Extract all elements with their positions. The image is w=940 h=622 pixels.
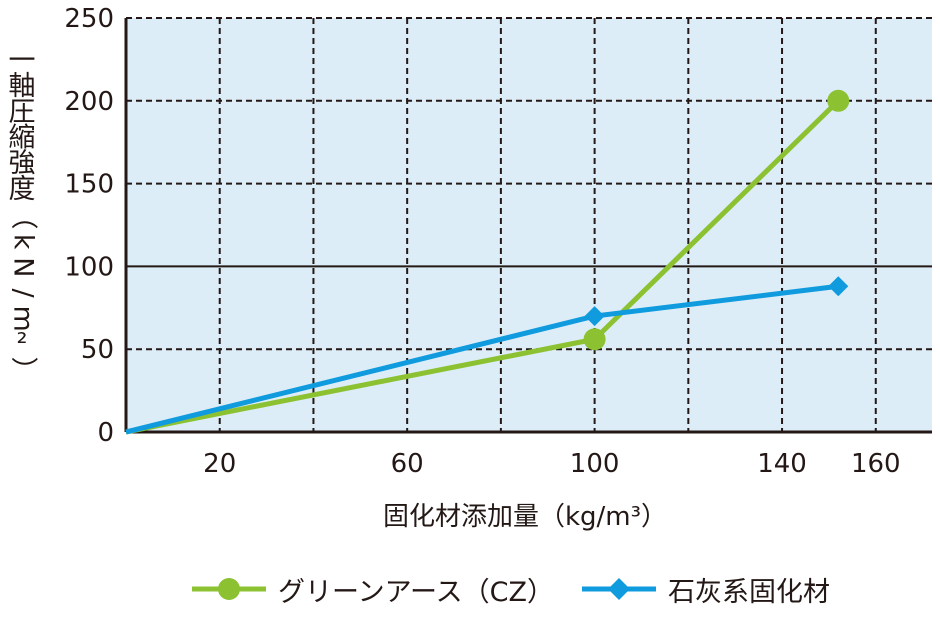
y-tick-label: 50 (81, 335, 114, 365)
x-tick-label: 100 (570, 449, 620, 479)
x-tick-label: 20 (203, 449, 236, 479)
y-axis-title-char: 軸 (9, 71, 36, 102)
data-point-0 (583, 328, 606, 351)
legend-item-green-earth: グリーンアース（CZ） (190, 562, 554, 616)
series-layer (125, 89, 850, 435)
y-tick-label: 100 (64, 252, 114, 282)
legend-marker-circle (192, 578, 266, 600)
y-axis-title-char: / (8, 288, 39, 298)
y-tick-label: 250 (64, 4, 114, 34)
x-tick-label: 140 (757, 449, 807, 479)
y-axis-title-char: ） (8, 357, 39, 384)
x-tick-label: 60 (391, 449, 424, 479)
y-tick-labels: 0 50 100 150 200 250 (64, 4, 114, 448)
y-axis-title-char: ² (17, 328, 28, 359)
x-tick-label: 160 (851, 449, 901, 479)
y-axis-title-char: 度 (9, 174, 36, 205)
y-axis-title-char: 縮 (9, 123, 36, 154)
legend: グリーンアース（CZ） 石灰系固化材 (0, 562, 940, 616)
legend-marker-diamond (582, 578, 656, 600)
y-tick-label: 200 (64, 87, 114, 117)
y-axis-title-char: 一 (9, 46, 36, 77)
y-axis-title-char: k (7, 234, 38, 250)
plot-area (126, 18, 932, 432)
y-axis-title-char: 強 (9, 148, 36, 179)
y-axis-title-char: N (8, 257, 39, 277)
y-axis-title-char: m (8, 306, 39, 332)
legend-label-green-earth: グリーンアース（CZ） (278, 576, 555, 608)
x-tick-labels: 20 60 100 140 160 (203, 449, 900, 479)
y-tick-label: 150 (64, 170, 114, 200)
y-axis-title-char: （ (8, 203, 39, 230)
data-point-0 (827, 89, 850, 112)
legend-item-lime-solidifier: 石灰系固化材 (580, 562, 830, 616)
y-tick-label: 0 (97, 418, 114, 448)
x-axis-title: 固化材添加量（kg/m³） (383, 502, 667, 532)
y-axis-title-char: 圧 (9, 97, 36, 128)
legend-label-lime-solidifier: 石灰系固化材 (668, 576, 830, 608)
data-point-1 (828, 276, 849, 297)
data-point-1 (584, 306, 605, 327)
